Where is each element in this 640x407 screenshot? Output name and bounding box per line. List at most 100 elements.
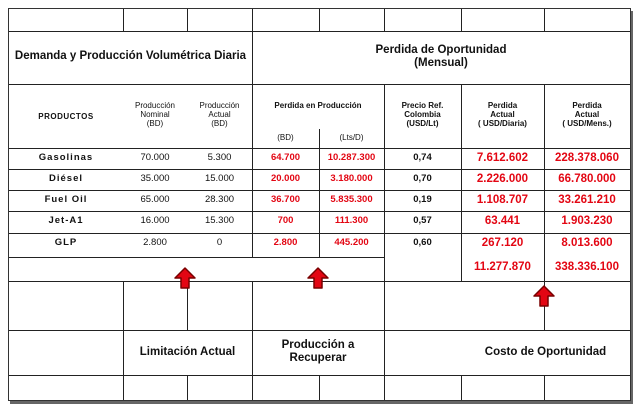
label-limitacion-actual: Limitación Actual — [139, 346, 236, 358]
section-header-right: Perdida de Oportunidad (Mensual) — [252, 44, 630, 70]
cell-perdida-lts: 10.287.300 — [327, 152, 376, 163]
section-header-right-subtitle: (Mensual) — [414, 57, 468, 70]
grid-line — [187, 375, 188, 400]
up-arrow-icon — [174, 267, 196, 289]
grid-line — [384, 84, 385, 400]
header-text: Nominal — [140, 110, 170, 120]
grid-line — [461, 9, 462, 31]
section-header-right-title: Perdida de Oportunidad — [375, 44, 507, 56]
grid-line — [461, 84, 462, 281]
cell-nominal: 16.000 — [140, 215, 170, 226]
grid-line — [9, 84, 630, 85]
grid-line — [252, 9, 253, 257]
cell-actual: 28.300 — [204, 194, 235, 205]
header-text: Colombia — [404, 110, 441, 120]
grid-line — [319, 9, 320, 31]
up-arrow-icon — [307, 267, 329, 289]
cell-perdida-bd: 2.800 — [273, 237, 298, 248]
cell-perdida-bd: 36.700 — [270, 194, 301, 205]
header-unit: ( USD/Mens.) — [562, 119, 612, 129]
grid-line — [319, 129, 320, 257]
cell-actual: 0 — [216, 237, 223, 248]
cell-usd-diaria: 7.612.602 — [476, 152, 529, 164]
cell-usd-diaria: 1.108.707 — [476, 194, 529, 206]
cell-precio: 0,19 — [413, 194, 432, 205]
grid-line — [252, 281, 253, 400]
cell-usd-diaria: 63.441 — [484, 215, 521, 227]
header-produccion-actual: Producción Actual (BD) — [187, 101, 252, 129]
cell-precio: 0,60 — [413, 237, 432, 248]
label-text: Producción a — [281, 339, 355, 351]
header-produccion-nominal: Producción Nominal (BD) — [123, 101, 187, 129]
grid-line — [187, 281, 188, 330]
cell-nominal: 70.000 — [140, 152, 170, 163]
header-text: Producción — [199, 101, 240, 110]
header-text: Actual — [490, 110, 515, 120]
grid-line — [544, 9, 545, 31]
cell-usd-mensual: 228.378.060 — [555, 152, 619, 164]
cell-actual: 5.300 — [207, 152, 232, 163]
total-usd-diaria: 11.277.870 — [474, 261, 531, 273]
header-text: Perdida — [572, 101, 602, 110]
header-unit: (BD) — [211, 119, 228, 129]
grid-line — [9, 330, 630, 331]
cell-usd-mensual: 66.780.000 — [558, 173, 616, 185]
cell-producto: Gasolinas — [38, 152, 94, 163]
table-frame: Demanda y Producción Volumétrica Diaria … — [8, 8, 631, 401]
cell-perdida-bd: 20.000 — [270, 173, 301, 184]
cell-actual: 15.300 — [204, 215, 235, 226]
header-perdida-bd: (BD) — [277, 133, 294, 142]
grid-line — [384, 9, 385, 31]
label-costo-oportunidad: Costo de Oportunidad — [484, 346, 607, 358]
header-text: Producción — [134, 101, 176, 110]
header-unit: ( USD/Diaria) — [478, 119, 527, 129]
header-unit: (BD) — [146, 119, 164, 129]
grid-line — [187, 9, 188, 31]
grid-line — [9, 257, 384, 258]
grid-line — [9, 31, 630, 32]
header-perdida-diaria: Perdida Actual ( USD/Diaria) — [461, 101, 544, 129]
cell-actual: 15.000 — [204, 173, 235, 184]
cell-nominal: 35.000 — [140, 173, 170, 184]
cell-usd-mensual: 33.261.210 — [558, 194, 616, 206]
header-text: Perdida — [487, 101, 518, 110]
cell-usd-diaria: 2.226.000 — [476, 173, 529, 185]
cell-precio: 0,57 — [413, 215, 432, 226]
cell-usd-mensual: 1.903.230 — [561, 215, 613, 227]
header-perdida-produccion: Perdida en Producción — [274, 101, 362, 110]
grid-line — [123, 281, 124, 400]
cell-producto: GLP — [54, 237, 78, 248]
cell-perdida-lts: 5.835.300 — [330, 194, 373, 205]
grid-line — [544, 84, 545, 330]
header-precio-ref: Precio Ref. Colombia (USD/Lt) — [384, 101, 461, 129]
header-unit: (USD/Lt) — [406, 119, 439, 129]
cell-producto: Fuel Oil — [44, 194, 88, 205]
up-arrow-icon — [533, 285, 555, 307]
header-text: Actual — [574, 110, 600, 120]
header-perdida-mensual: Perdida Actual ( USD/Mens.) — [544, 101, 630, 129]
header-text: Precio Ref. — [401, 101, 444, 110]
cell-nominal: 65.000 — [140, 194, 170, 205]
cell-precio: 0,70 — [413, 173, 432, 184]
cell-perdida-bd: 700 — [277, 215, 294, 226]
cell-producto: Diésel — [49, 173, 83, 184]
header-perdida-lts: (Lts/D) — [339, 133, 364, 142]
section-header-left: Demanda y Producción Volumétrica Diaria — [14, 50, 247, 62]
header-productos: PRODUCTOS — [38, 112, 94, 121]
cell-perdida-bd: 64.700 — [270, 152, 301, 163]
header-text: Actual — [208, 110, 231, 120]
cell-perdida-lts: 445.200 — [334, 237, 369, 248]
cell-producto: Jet-A1 — [48, 215, 84, 226]
grid-line — [461, 375, 462, 400]
cell-perdida-lts: 111.300 — [334, 215, 369, 226]
grid-line — [123, 9, 124, 31]
cell-perdida-lts: 3.180.000 — [330, 173, 373, 184]
cell-precio: 0,74 — [413, 152, 432, 163]
cell-usd-diaria: 267.120 — [481, 237, 524, 249]
label-produccion-recuperar: Producción a Recuperar — [252, 339, 384, 365]
grid-line — [544, 375, 545, 400]
cell-nominal: 2.800 — [143, 237, 167, 248]
total-usd-mensual: 338.336.100 — [555, 261, 619, 273]
cell-usd-mensual: 8.013.600 — [561, 237, 613, 249]
label-text: Recuperar — [289, 352, 347, 365]
